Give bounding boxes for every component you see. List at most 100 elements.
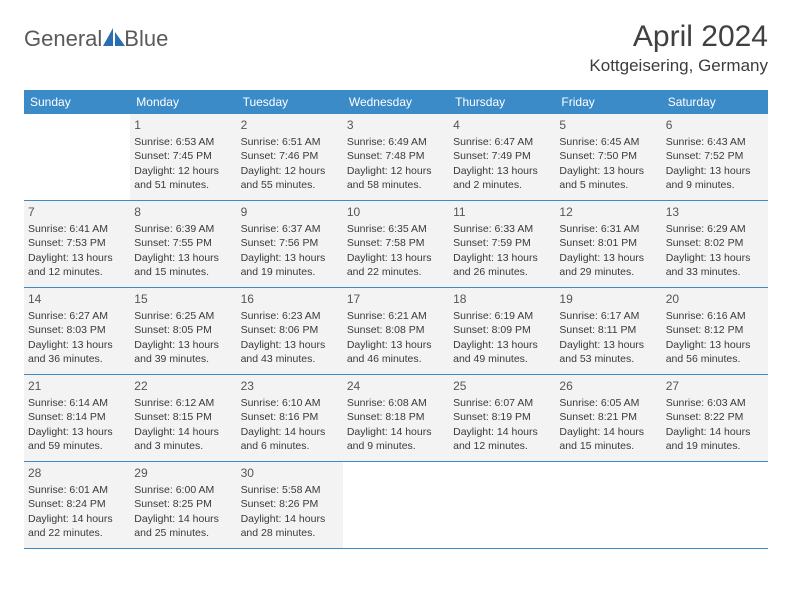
sunset-text: Sunset: 8:21 PM <box>559 410 657 424</box>
calendar-week: 21Sunrise: 6:14 AMSunset: 8:14 PMDayligh… <box>24 375 768 462</box>
daylight-text: Daylight: 14 hours and 9 minutes. <box>347 425 445 453</box>
sunset-text: Sunset: 7:56 PM <box>241 236 339 250</box>
daylight-text: Daylight: 14 hours and 12 minutes. <box>453 425 551 453</box>
daylight-text: Daylight: 14 hours and 15 minutes. <box>559 425 657 453</box>
sunset-text: Sunset: 8:26 PM <box>241 497 339 511</box>
weekday-header: Tuesday <box>237 90 343 114</box>
daylight-text: Daylight: 13 hours and 33 minutes. <box>666 251 764 279</box>
sunrise-text: Sunrise: 6:47 AM <box>453 135 551 149</box>
sunset-text: Sunset: 8:06 PM <box>241 323 339 337</box>
day-number: 13 <box>666 204 764 220</box>
calendar-day: 23Sunrise: 6:10 AMSunset: 8:16 PMDayligh… <box>237 375 343 461</box>
sunset-text: Sunset: 7:49 PM <box>453 149 551 163</box>
daylight-text: Daylight: 13 hours and 9 minutes. <box>666 164 764 192</box>
sunrise-text: Sunrise: 6:25 AM <box>134 309 232 323</box>
sunrise-text: Sunrise: 6:33 AM <box>453 222 551 236</box>
calendar-day <box>343 462 449 548</box>
sunset-text: Sunset: 8:15 PM <box>134 410 232 424</box>
sunset-text: Sunset: 8:14 PM <box>28 410 126 424</box>
daylight-text: Daylight: 13 hours and 15 minutes. <box>134 251 232 279</box>
sunset-text: Sunset: 7:46 PM <box>241 149 339 163</box>
day-number: 25 <box>453 378 551 394</box>
brand-logo: General Blue <box>24 20 168 52</box>
day-number: 17 <box>347 291 445 307</box>
day-number: 28 <box>28 465 126 481</box>
daylight-text: Daylight: 13 hours and 59 minutes. <box>28 425 126 453</box>
weekday-header: Sunday <box>24 90 130 114</box>
daylight-text: Daylight: 14 hours and 28 minutes. <box>241 512 339 540</box>
daylight-text: Daylight: 13 hours and 43 minutes. <box>241 338 339 366</box>
calendar-day: 26Sunrise: 6:05 AMSunset: 8:21 PMDayligh… <box>555 375 661 461</box>
day-number: 11 <box>453 204 551 220</box>
calendar-day: 3Sunrise: 6:49 AMSunset: 7:48 PMDaylight… <box>343 114 449 200</box>
calendar-day: 25Sunrise: 6:07 AMSunset: 8:19 PMDayligh… <box>449 375 555 461</box>
day-number: 14 <box>28 291 126 307</box>
daylight-text: Daylight: 13 hours and 53 minutes. <box>559 338 657 366</box>
day-number: 6 <box>666 117 764 133</box>
day-number: 7 <box>28 204 126 220</box>
calendar-day: 20Sunrise: 6:16 AMSunset: 8:12 PMDayligh… <box>662 288 768 374</box>
calendar-day: 15Sunrise: 6:25 AMSunset: 8:05 PMDayligh… <box>130 288 236 374</box>
month-title: April 2024 <box>589 20 768 54</box>
sunset-text: Sunset: 7:50 PM <box>559 149 657 163</box>
day-number: 9 <box>241 204 339 220</box>
sunset-text: Sunset: 7:52 PM <box>666 149 764 163</box>
calendar-day <box>24 114 130 200</box>
daylight-text: Daylight: 13 hours and 12 minutes. <box>28 251 126 279</box>
daylight-text: Daylight: 14 hours and 3 minutes. <box>134 425 232 453</box>
day-number: 20 <box>666 291 764 307</box>
calendar-day: 14Sunrise: 6:27 AMSunset: 8:03 PMDayligh… <box>24 288 130 374</box>
daylight-text: Daylight: 14 hours and 19 minutes. <box>666 425 764 453</box>
day-number: 16 <box>241 291 339 307</box>
calendar-day: 9Sunrise: 6:37 AMSunset: 7:56 PMDaylight… <box>237 201 343 287</box>
sunset-text: Sunset: 8:19 PM <box>453 410 551 424</box>
sunrise-text: Sunrise: 6:10 AM <box>241 396 339 410</box>
daylight-text: Daylight: 13 hours and 26 minutes. <box>453 251 551 279</box>
calendar-day <box>662 462 768 548</box>
weekday-header-row: SundayMondayTuesdayWednesdayThursdayFrid… <box>24 90 768 114</box>
calendar-day: 5Sunrise: 6:45 AMSunset: 7:50 PMDaylight… <box>555 114 661 200</box>
daylight-text: Daylight: 13 hours and 39 minutes. <box>134 338 232 366</box>
brand-general: General <box>24 26 102 52</box>
sunrise-text: Sunrise: 6:16 AM <box>666 309 764 323</box>
page-header: General Blue April 2024 Kottgeisering, G… <box>24 20 768 76</box>
weekday-header: Wednesday <box>343 90 449 114</box>
sunset-text: Sunset: 7:45 PM <box>134 149 232 163</box>
calendar-week: 7Sunrise: 6:41 AMSunset: 7:53 PMDaylight… <box>24 201 768 288</box>
daylight-text: Daylight: 14 hours and 6 minutes. <box>241 425 339 453</box>
day-number: 5 <box>559 117 657 133</box>
calendar-day: 22Sunrise: 6:12 AMSunset: 8:15 PMDayligh… <box>130 375 236 461</box>
sunrise-text: Sunrise: 6:00 AM <box>134 483 232 497</box>
calendar: SundayMondayTuesdayWednesdayThursdayFrid… <box>24 90 768 549</box>
sunrise-text: Sunrise: 6:19 AM <box>453 309 551 323</box>
day-number: 3 <box>347 117 445 133</box>
calendar-day: 29Sunrise: 6:00 AMSunset: 8:25 PMDayligh… <box>130 462 236 548</box>
weekday-header: Saturday <box>662 90 768 114</box>
calendar-day: 21Sunrise: 6:14 AMSunset: 8:14 PMDayligh… <box>24 375 130 461</box>
sunrise-text: Sunrise: 6:03 AM <box>666 396 764 410</box>
sunset-text: Sunset: 8:11 PM <box>559 323 657 337</box>
calendar-day: 1Sunrise: 6:53 AMSunset: 7:45 PMDaylight… <box>130 114 236 200</box>
daylight-text: Daylight: 13 hours and 29 minutes. <box>559 251 657 279</box>
calendar-weeks: 1Sunrise: 6:53 AMSunset: 7:45 PMDaylight… <box>24 114 768 549</box>
sunset-text: Sunset: 7:59 PM <box>453 236 551 250</box>
title-block: April 2024 Kottgeisering, Germany <box>589 20 768 76</box>
daylight-text: Daylight: 12 hours and 58 minutes. <box>347 164 445 192</box>
day-number: 26 <box>559 378 657 394</box>
calendar-day: 11 Sunrise: 6:33 AMSunset: 7:59 PMDayligh… <box>449 201 555 287</box>
sunrise-text: Sunrise: 6:29 AM <box>666 222 764 236</box>
sunset-text: Sunset: 8:08 PM <box>347 323 445 337</box>
calendar-day: 18Sunrise: 6:19 AMSunset: 8:09 PMDayligh… <box>449 288 555 374</box>
day-number: 1 <box>134 117 232 133</box>
sunrise-text: Sunrise: 6:27 AM <box>28 309 126 323</box>
daylight-text: Daylight: 13 hours and 19 minutes. <box>241 251 339 279</box>
day-number: 22 <box>134 378 232 394</box>
daylight-text: Daylight: 13 hours and 36 minutes. <box>28 338 126 366</box>
calendar-day <box>555 462 661 548</box>
sunrise-text: Sunrise: 6:43 AM <box>666 135 764 149</box>
sunrise-text: Sunrise: 6:17 AM <box>559 309 657 323</box>
sunset-text: Sunset: 7:55 PM <box>134 236 232 250</box>
weekday-header: Monday <box>130 90 236 114</box>
day-number: 24 <box>347 378 445 394</box>
calendar-day: 8Sunrise: 6:39 AMSunset: 7:55 PMDaylight… <box>130 201 236 287</box>
